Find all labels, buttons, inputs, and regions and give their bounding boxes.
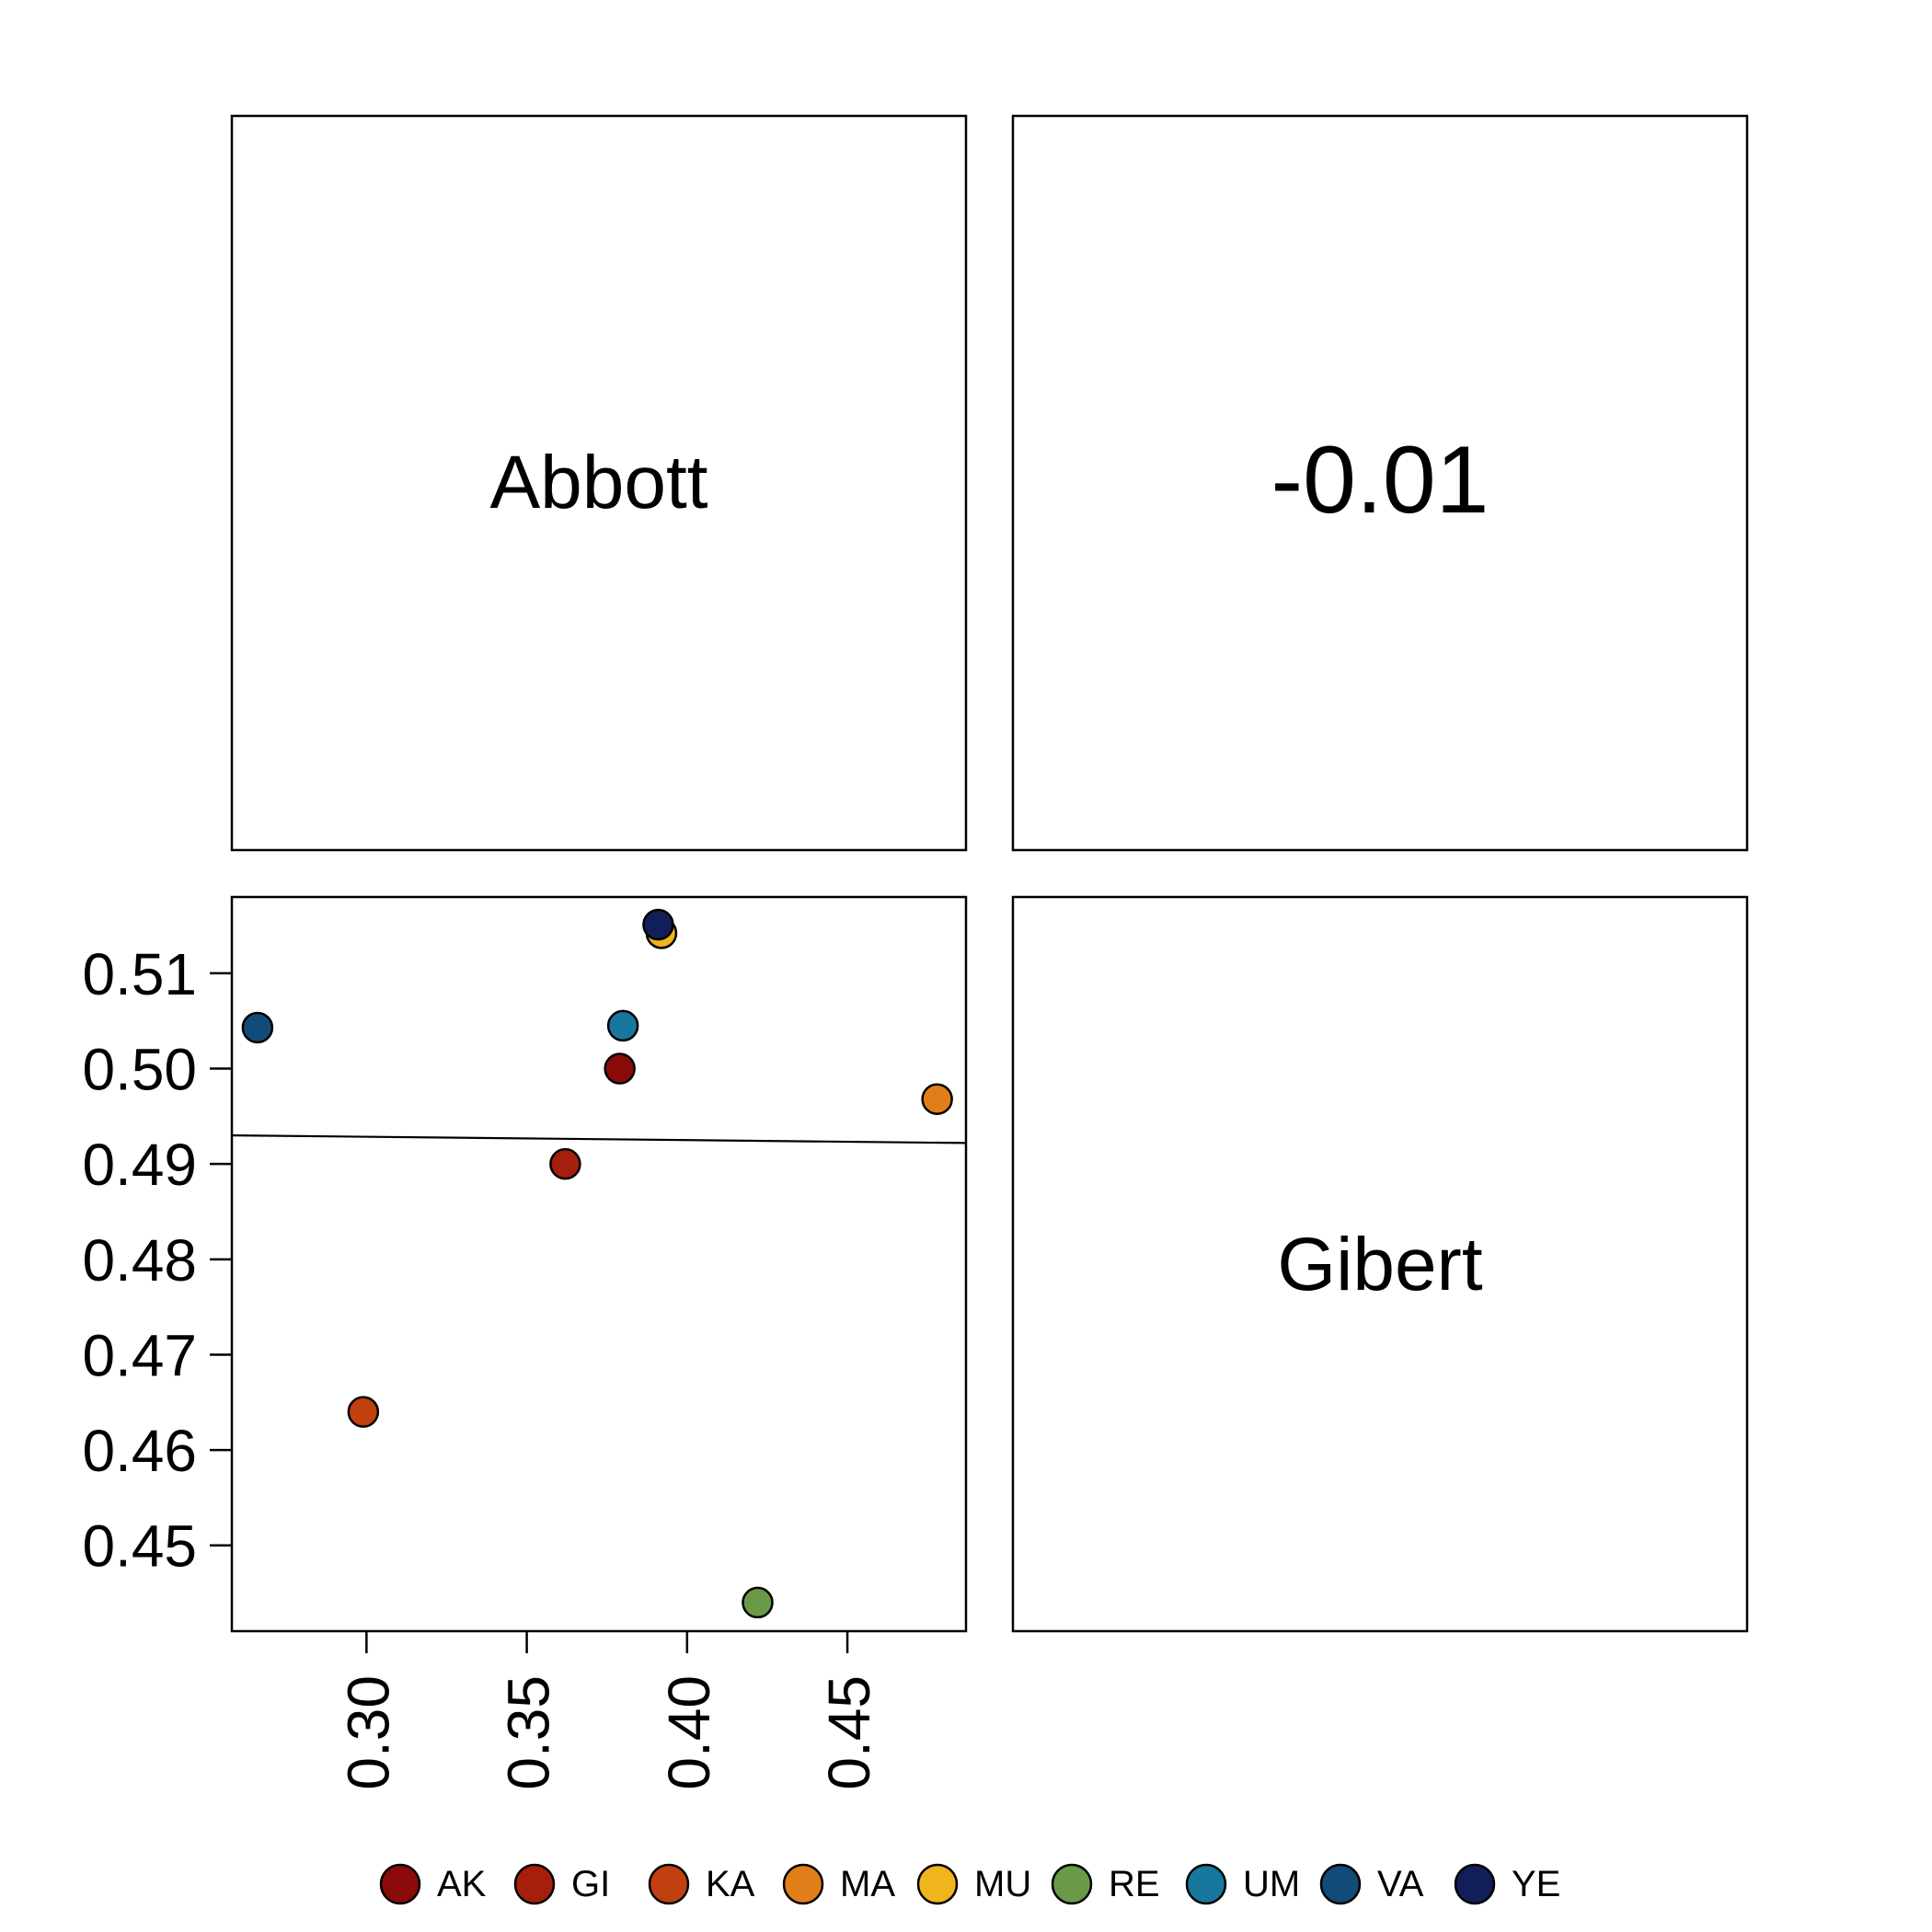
panel-bottom-right	[1011, 895, 1749, 1633]
y-tick-label: 0.45	[82, 1513, 197, 1580]
point-gi	[549, 1147, 581, 1180]
legend-label-ye: YE	[1512, 1864, 1560, 1904]
y-tick-label: 0.49	[82, 1132, 197, 1198]
legend-label-ma: MA	[840, 1864, 895, 1904]
variable-label-abbott: Abbott	[489, 441, 707, 524]
legend-marker-ka	[648, 1863, 690, 1905]
point-re	[742, 1586, 774, 1619]
legend-label-re: RE	[1109, 1864, 1160, 1904]
point-ye	[642, 908, 674, 941]
legend-marker-gi	[513, 1863, 556, 1905]
x-axis: 0.30 0.35 0.40 0.45	[335, 1631, 882, 1790]
y-tick-label: 0.50	[82, 1037, 197, 1103]
scatter-points	[241, 908, 953, 1619]
y-tick-label: 0.46	[82, 1418, 197, 1484]
legend-marker-ak	[379, 1863, 421, 1905]
legend-marker-re	[1051, 1863, 1093, 1905]
legend-marker-um	[1185, 1863, 1227, 1905]
legend-label-va: VA	[1377, 1864, 1424, 1904]
panel-top-right	[1011, 114, 1749, 852]
legend-marker-ma	[782, 1863, 824, 1905]
panel-top-left	[230, 114, 968, 852]
panel-scatter	[230, 895, 968, 1633]
legend-label-mu: MU	[974, 1864, 1031, 1904]
legend-label-ak: AK	[437, 1864, 487, 1904]
legend-marker-va	[1319, 1863, 1362, 1905]
y-tick-label: 0.48	[82, 1227, 197, 1294]
x-tick-label: 0.35	[496, 1675, 562, 1790]
point-um	[606, 1009, 639, 1042]
point-ak	[604, 1052, 636, 1085]
legend-label-um: UM	[1243, 1864, 1300, 1904]
y-tick-label: 0.47	[82, 1322, 197, 1388]
y-axis: 0.45 0.46 0.47 0.48 0.49 0.50 0.51	[82, 941, 232, 1580]
fit-line-group	[231, 1133, 967, 1144]
legend: AK GI KA MA MU RE UM VA YE	[379, 1863, 1560, 1905]
x-tick-label: 0.30	[335, 1675, 401, 1790]
point-ma	[921, 1083, 953, 1115]
regression-line	[231, 1133, 967, 1144]
legend-label-ka: KA	[706, 1864, 755, 1904]
variable-label-gibert: Gibert	[1277, 1223, 1483, 1306]
point-ka	[347, 1396, 380, 1428]
point-va	[241, 1011, 274, 1044]
x-tick-label: 0.40	[656, 1675, 722, 1790]
y-tick-label: 0.51	[82, 941, 197, 1007]
legend-marker-ye	[1454, 1863, 1496, 1905]
correlation-value: -0.01	[1271, 427, 1489, 534]
legend-marker-mu	[916, 1863, 959, 1905]
legend-label-gi: GI	[571, 1864, 610, 1904]
x-tick-label: 0.45	[816, 1675, 882, 1790]
